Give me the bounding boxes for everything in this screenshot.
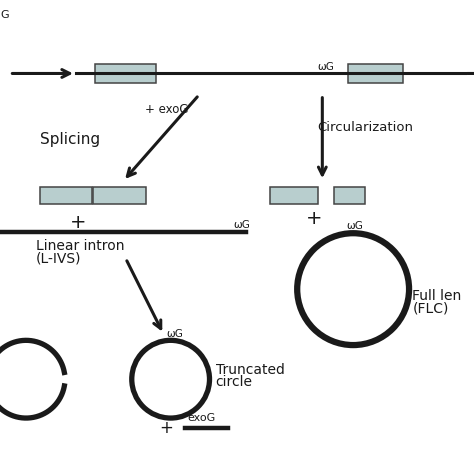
Text: Splicing: Splicing [40,132,100,147]
Text: +: + [306,209,322,228]
Text: ωG: ωG [234,220,251,230]
Text: Linear intron: Linear intron [36,239,124,254]
Text: +: + [70,213,86,232]
Bar [334,187,365,204]
Bar [93,187,146,204]
Bar [348,64,403,83]
Text: ωG: ωG [346,221,363,231]
Text: Truncated: Truncated [216,363,284,377]
Bar [40,187,92,204]
Text: Full len: Full len [412,289,462,303]
Text: exoG: exoG [187,413,216,423]
Text: (FLC): (FLC) [412,301,449,315]
Text: + exoG: + exoG [145,102,188,116]
Text: ωG: ωG [317,62,334,72]
Text: circle: circle [216,374,253,389]
Text: (L-IVS): (L-IVS) [36,251,81,265]
Bar [95,64,156,83]
Text: Circularization: Circularization [318,121,414,135]
Bar [270,187,318,204]
Text: G: G [0,10,9,20]
Text: +: + [159,419,173,437]
Text: ωG: ωG [166,329,183,339]
